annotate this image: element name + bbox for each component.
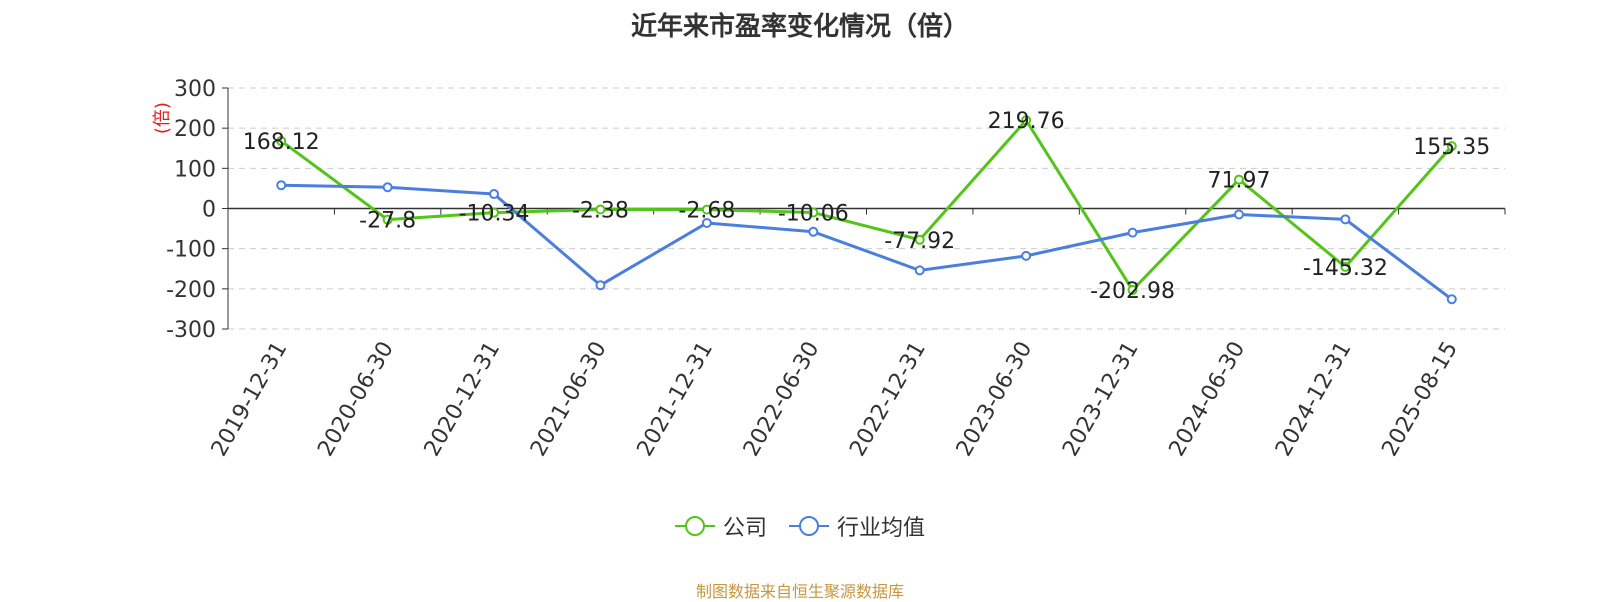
legend-item-industry[interactable]: 行业均值 xyxy=(789,510,925,542)
data-point-company xyxy=(382,214,393,225)
data-label-company: -202.98 xyxy=(1090,279,1175,304)
y-axis-unit-label: (倍) xyxy=(152,102,173,134)
data-label-company: -2.38 xyxy=(572,198,629,223)
x-tick-label: 2023-06-30 xyxy=(952,338,1038,461)
x-tick-label: 2022-12-31 xyxy=(845,338,931,461)
data-point-industry xyxy=(1233,209,1244,220)
data-point-company xyxy=(1127,285,1138,296)
x-tick-label: 2020-12-31 xyxy=(420,338,506,461)
data-point-industry xyxy=(914,265,925,276)
legend-marker-company xyxy=(674,516,715,536)
x-tick-label: 2020-06-30 xyxy=(313,338,399,461)
data-label-company: -27.8 xyxy=(359,209,416,234)
data-point-company xyxy=(595,204,606,215)
x-tick-label: 2021-06-30 xyxy=(526,338,612,461)
data-point-industry xyxy=(276,180,287,191)
data-point-company xyxy=(701,204,712,215)
data-point-industry xyxy=(1340,214,1351,225)
x-tick-label: 2022-06-30 xyxy=(739,338,825,461)
data-label-company: 168.12 xyxy=(243,130,320,155)
data-point-industry xyxy=(808,226,819,237)
data-point-company xyxy=(1446,141,1457,152)
series-line-company xyxy=(280,118,1453,292)
legend-label-industry: 行业均值 xyxy=(837,516,926,541)
data-point-company xyxy=(1340,261,1351,272)
data-point-industry xyxy=(1127,227,1138,238)
y-tick-label: 300 xyxy=(174,77,216,102)
y-tick-label: 200 xyxy=(174,117,216,142)
data-point-company xyxy=(1233,174,1244,185)
data-point-industry xyxy=(1021,250,1032,261)
x-tick-label: 2024-12-31 xyxy=(1271,338,1357,461)
y-tick-label: 100 xyxy=(174,157,216,182)
data-point-industry xyxy=(1446,294,1457,305)
x-tick-label: 2024-06-30 xyxy=(1165,338,1251,461)
data-point-company xyxy=(276,135,287,146)
y-tick-label: -100 xyxy=(166,238,216,263)
series-line-industry xyxy=(281,183,1453,301)
x-tick-label: 2021-12-31 xyxy=(632,338,718,461)
data-label-company: 155.35 xyxy=(1413,135,1490,160)
x-tick-label: 2019-12-31 xyxy=(207,338,293,461)
data-point-company xyxy=(914,234,925,245)
legend-label-company: 公司 xyxy=(722,516,767,541)
data-point-industry xyxy=(595,280,606,291)
data-label-company: -10.34 xyxy=(459,202,530,227)
data-label-company: -10.06 xyxy=(778,202,849,227)
y-tick-label: 0 xyxy=(202,198,216,223)
y-tick-label: -300 xyxy=(166,318,216,343)
data-label-company: -2.68 xyxy=(678,199,735,224)
y-tick-label: -200 xyxy=(166,278,216,303)
data-label-company: -145.32 xyxy=(1303,256,1388,281)
data-point-company xyxy=(489,207,500,218)
legend-item-company[interactable]: 公司 xyxy=(674,510,767,542)
source-note: 制图数据来自恒生聚源数据库 xyxy=(695,582,904,601)
data-point-industry xyxy=(701,217,712,228)
data-point-company xyxy=(808,207,819,218)
legend: 公司 行业均值 xyxy=(0,510,1600,542)
x-tick-label: 2025-08-15 xyxy=(1377,338,1463,461)
data-point-company xyxy=(1021,115,1032,126)
x-tick-label: 2023-12-31 xyxy=(1058,338,1144,461)
data-label-company: 71.97 xyxy=(1207,169,1270,194)
chart-title: 近年来市盈率变化情况（倍） xyxy=(630,12,969,42)
data-label-company: -77.92 xyxy=(884,229,955,254)
data-point-industry xyxy=(382,182,393,193)
data-point-industry xyxy=(489,189,500,200)
legend-marker-industry xyxy=(789,516,829,536)
data-label-company: 219.76 xyxy=(988,109,1065,134)
